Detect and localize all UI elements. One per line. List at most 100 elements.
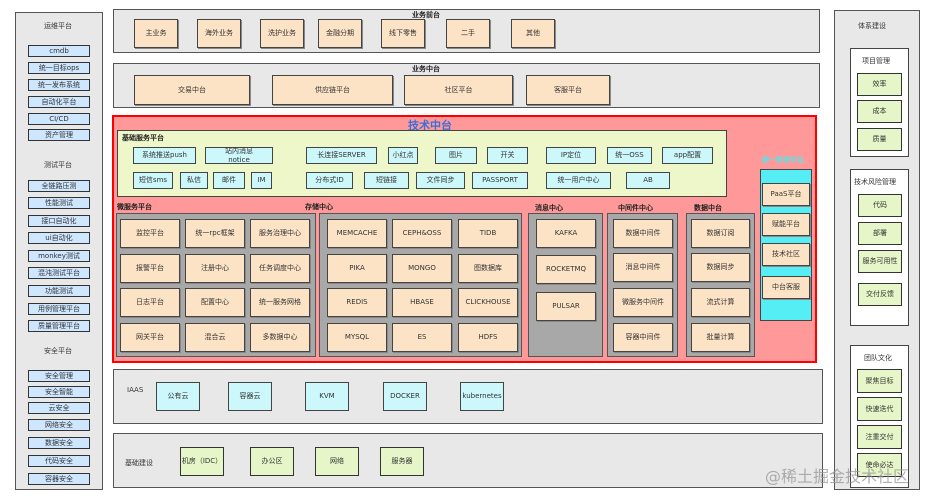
- microservice-item[interactable]: 服务治理中心: [250, 219, 310, 248]
- iaas-item[interactable]: 公有云: [156, 382, 200, 411]
- unified-item[interactable]: PaaS平台: [762, 183, 810, 206]
- data-item[interactable]: 批量计算: [691, 323, 750, 352]
- infrastructure-item[interactable]: 网络: [315, 447, 359, 476]
- basic-service-item[interactable]: AB: [626, 172, 670, 189]
- message-item[interactable]: KAFKA: [536, 219, 596, 248]
- security-item[interactable]: 容器安全: [28, 473, 90, 485]
- microservice-item[interactable]: 报警平台: [120, 254, 180, 283]
- middleware-item[interactable]: 消息中间件: [613, 253, 673, 282]
- business-front-item[interactable]: 金融分期: [318, 19, 362, 48]
- storage-item[interactable]: CEPH&OSS: [392, 219, 452, 248]
- culture-item[interactable]: 聚焦目标: [857, 369, 902, 393]
- storage-item[interactable]: CLICKHOUSE: [458, 288, 518, 317]
- project-item[interactable]: 效率: [857, 73, 902, 96]
- data-item[interactable]: 数据同步: [691, 253, 750, 282]
- basic-service-item[interactable]: 私信: [180, 172, 208, 189]
- security-item[interactable]: 数据安全: [28, 437, 90, 449]
- iaas-item[interactable]: DOCKER: [383, 382, 427, 411]
- test-item[interactable]: monkey测试: [28, 250, 90, 262]
- security-item[interactable]: 网络安全: [28, 419, 90, 431]
- microservice-item[interactable]: 多数据中心: [250, 323, 310, 352]
- ops-item[interactable]: 统一发布系统: [28, 79, 90, 91]
- microservice-item[interactable]: 混合云: [185, 323, 245, 352]
- infrastructure-item[interactable]: 办公区: [250, 447, 294, 476]
- risk-item[interactable]: 服务可用性: [858, 250, 902, 273]
- storage-item[interactable]: HDFS: [458, 323, 518, 352]
- business-middle-item[interactable]: 供应链平台: [272, 75, 393, 105]
- security-item[interactable]: 代码安全: [28, 455, 90, 467]
- basic-service-item[interactable]: 分布式ID: [306, 172, 353, 189]
- business-front-item[interactable]: 二手: [446, 19, 490, 48]
- middleware-item[interactable]: 容器中间件: [613, 323, 673, 352]
- basic-service-item[interactable]: 系统推送push: [133, 147, 196, 164]
- project-item[interactable]: 质量: [857, 128, 902, 151]
- message-item[interactable]: PULSAR: [536, 292, 596, 321]
- storage-item[interactable]: TIDB: [458, 219, 518, 248]
- business-front-item[interactable]: 其他: [511, 19, 555, 48]
- iaas-item[interactable]: kubernetes: [460, 382, 504, 411]
- risk-item[interactable]: 交付反馈: [858, 283, 902, 306]
- business-front-item[interactable]: 线下零售: [381, 19, 425, 48]
- ops-item[interactable]: 自动化平台: [28, 96, 90, 108]
- storage-item[interactable]: MYSQL: [327, 323, 387, 352]
- microservice-item[interactable]: 统一服务网格: [250, 288, 310, 317]
- basic-service-item[interactable]: 邮件: [213, 172, 245, 189]
- unified-item[interactable]: 赋能平台: [762, 213, 810, 236]
- basic-service-item[interactable]: IP定位: [546, 147, 596, 164]
- microservice-item[interactable]: 任务调度中心: [250, 254, 310, 283]
- middleware-item[interactable]: 数据中间件: [613, 219, 673, 248]
- culture-item[interactable]: 注重交付: [857, 425, 902, 449]
- basic-service-item[interactable]: 小红点: [388, 147, 418, 164]
- storage-item[interactable]: PIKA: [327, 254, 387, 283]
- test-item[interactable]: 全链路压测: [28, 180, 90, 192]
- test-item[interactable]: ui自动化: [28, 232, 90, 244]
- basic-service-item[interactable]: 开关: [487, 147, 528, 164]
- test-item[interactable]: 接口自动化: [28, 215, 90, 227]
- storage-item[interactable]: REDIS: [327, 288, 387, 317]
- microservice-item[interactable]: 配置中心: [185, 288, 245, 317]
- storage-item[interactable]: ES: [392, 323, 452, 352]
- test-item[interactable]: 混沌测试平台: [28, 267, 90, 279]
- basic-service-item[interactable]: 统一OSS: [607, 147, 652, 164]
- basic-service-item[interactable]: 统一用户中心: [546, 172, 611, 189]
- security-item[interactable]: 云安全: [28, 402, 90, 414]
- basic-service-item[interactable]: 文件同步: [416, 172, 465, 189]
- storage-item[interactable]: HBASE: [392, 288, 452, 317]
- ops-item[interactable]: CI/CD: [28, 113, 90, 125]
- iaas-item[interactable]: 容器云: [228, 382, 272, 411]
- data-item[interactable]: 数据订阅: [691, 219, 750, 248]
- middleware-item[interactable]: 微服务中间件: [613, 288, 673, 317]
- basic-service-item[interactable]: 短信sms: [133, 172, 173, 189]
- basic-service-item[interactable]: IM: [251, 172, 272, 189]
- message-item[interactable]: ROCKETMQ: [536, 255, 596, 284]
- unified-item[interactable]: 技术社区: [762, 243, 810, 266]
- test-item[interactable]: 功能测试: [28, 285, 90, 297]
- microservice-item[interactable]: 统一rpc框架: [185, 219, 245, 248]
- test-item[interactable]: 用例管理平台: [28, 303, 90, 315]
- culture-item[interactable]: 使命必达: [857, 453, 902, 477]
- basic-service-item[interactable]: 站内消息 notice: [205, 147, 273, 164]
- infrastructure-item[interactable]: 机房（IDC）: [180, 447, 224, 476]
- business-middle-item[interactable]: 社区平台: [404, 75, 513, 105]
- microservice-item[interactable]: 日志平台: [120, 288, 180, 317]
- unified-item[interactable]: 中台客服: [762, 276, 810, 299]
- basic-service-item[interactable]: PASSPORT: [472, 172, 528, 189]
- basic-service-item[interactable]: app配置: [662, 147, 713, 164]
- security-item[interactable]: 安全智能: [28, 386, 90, 398]
- storage-item[interactable]: 图数据库: [458, 254, 518, 283]
- infrastructure-item[interactable]: 服务器: [380, 447, 424, 476]
- microservice-item[interactable]: 网关平台: [120, 323, 180, 352]
- project-item[interactable]: 成本: [857, 100, 902, 123]
- ops-item[interactable]: cmdb: [28, 45, 90, 57]
- business-middle-item[interactable]: 客服平台: [526, 75, 610, 105]
- storage-item[interactable]: MONGO: [392, 254, 452, 283]
- business-front-item[interactable]: 海外业务: [197, 19, 241, 48]
- business-front-item[interactable]: 主业务: [134, 19, 178, 48]
- storage-item[interactable]: MEMCACHE: [327, 219, 387, 248]
- microservice-item[interactable]: 注册中心: [185, 254, 245, 283]
- basic-service-item[interactable]: 长连接SERVER: [306, 147, 377, 164]
- business-front-item[interactable]: 洗护业务: [260, 19, 304, 48]
- test-item[interactable]: 质量管理平台: [28, 320, 90, 332]
- ops-item[interactable]: 统一目标ops: [28, 62, 90, 74]
- iaas-item[interactable]: KVM: [305, 382, 349, 411]
